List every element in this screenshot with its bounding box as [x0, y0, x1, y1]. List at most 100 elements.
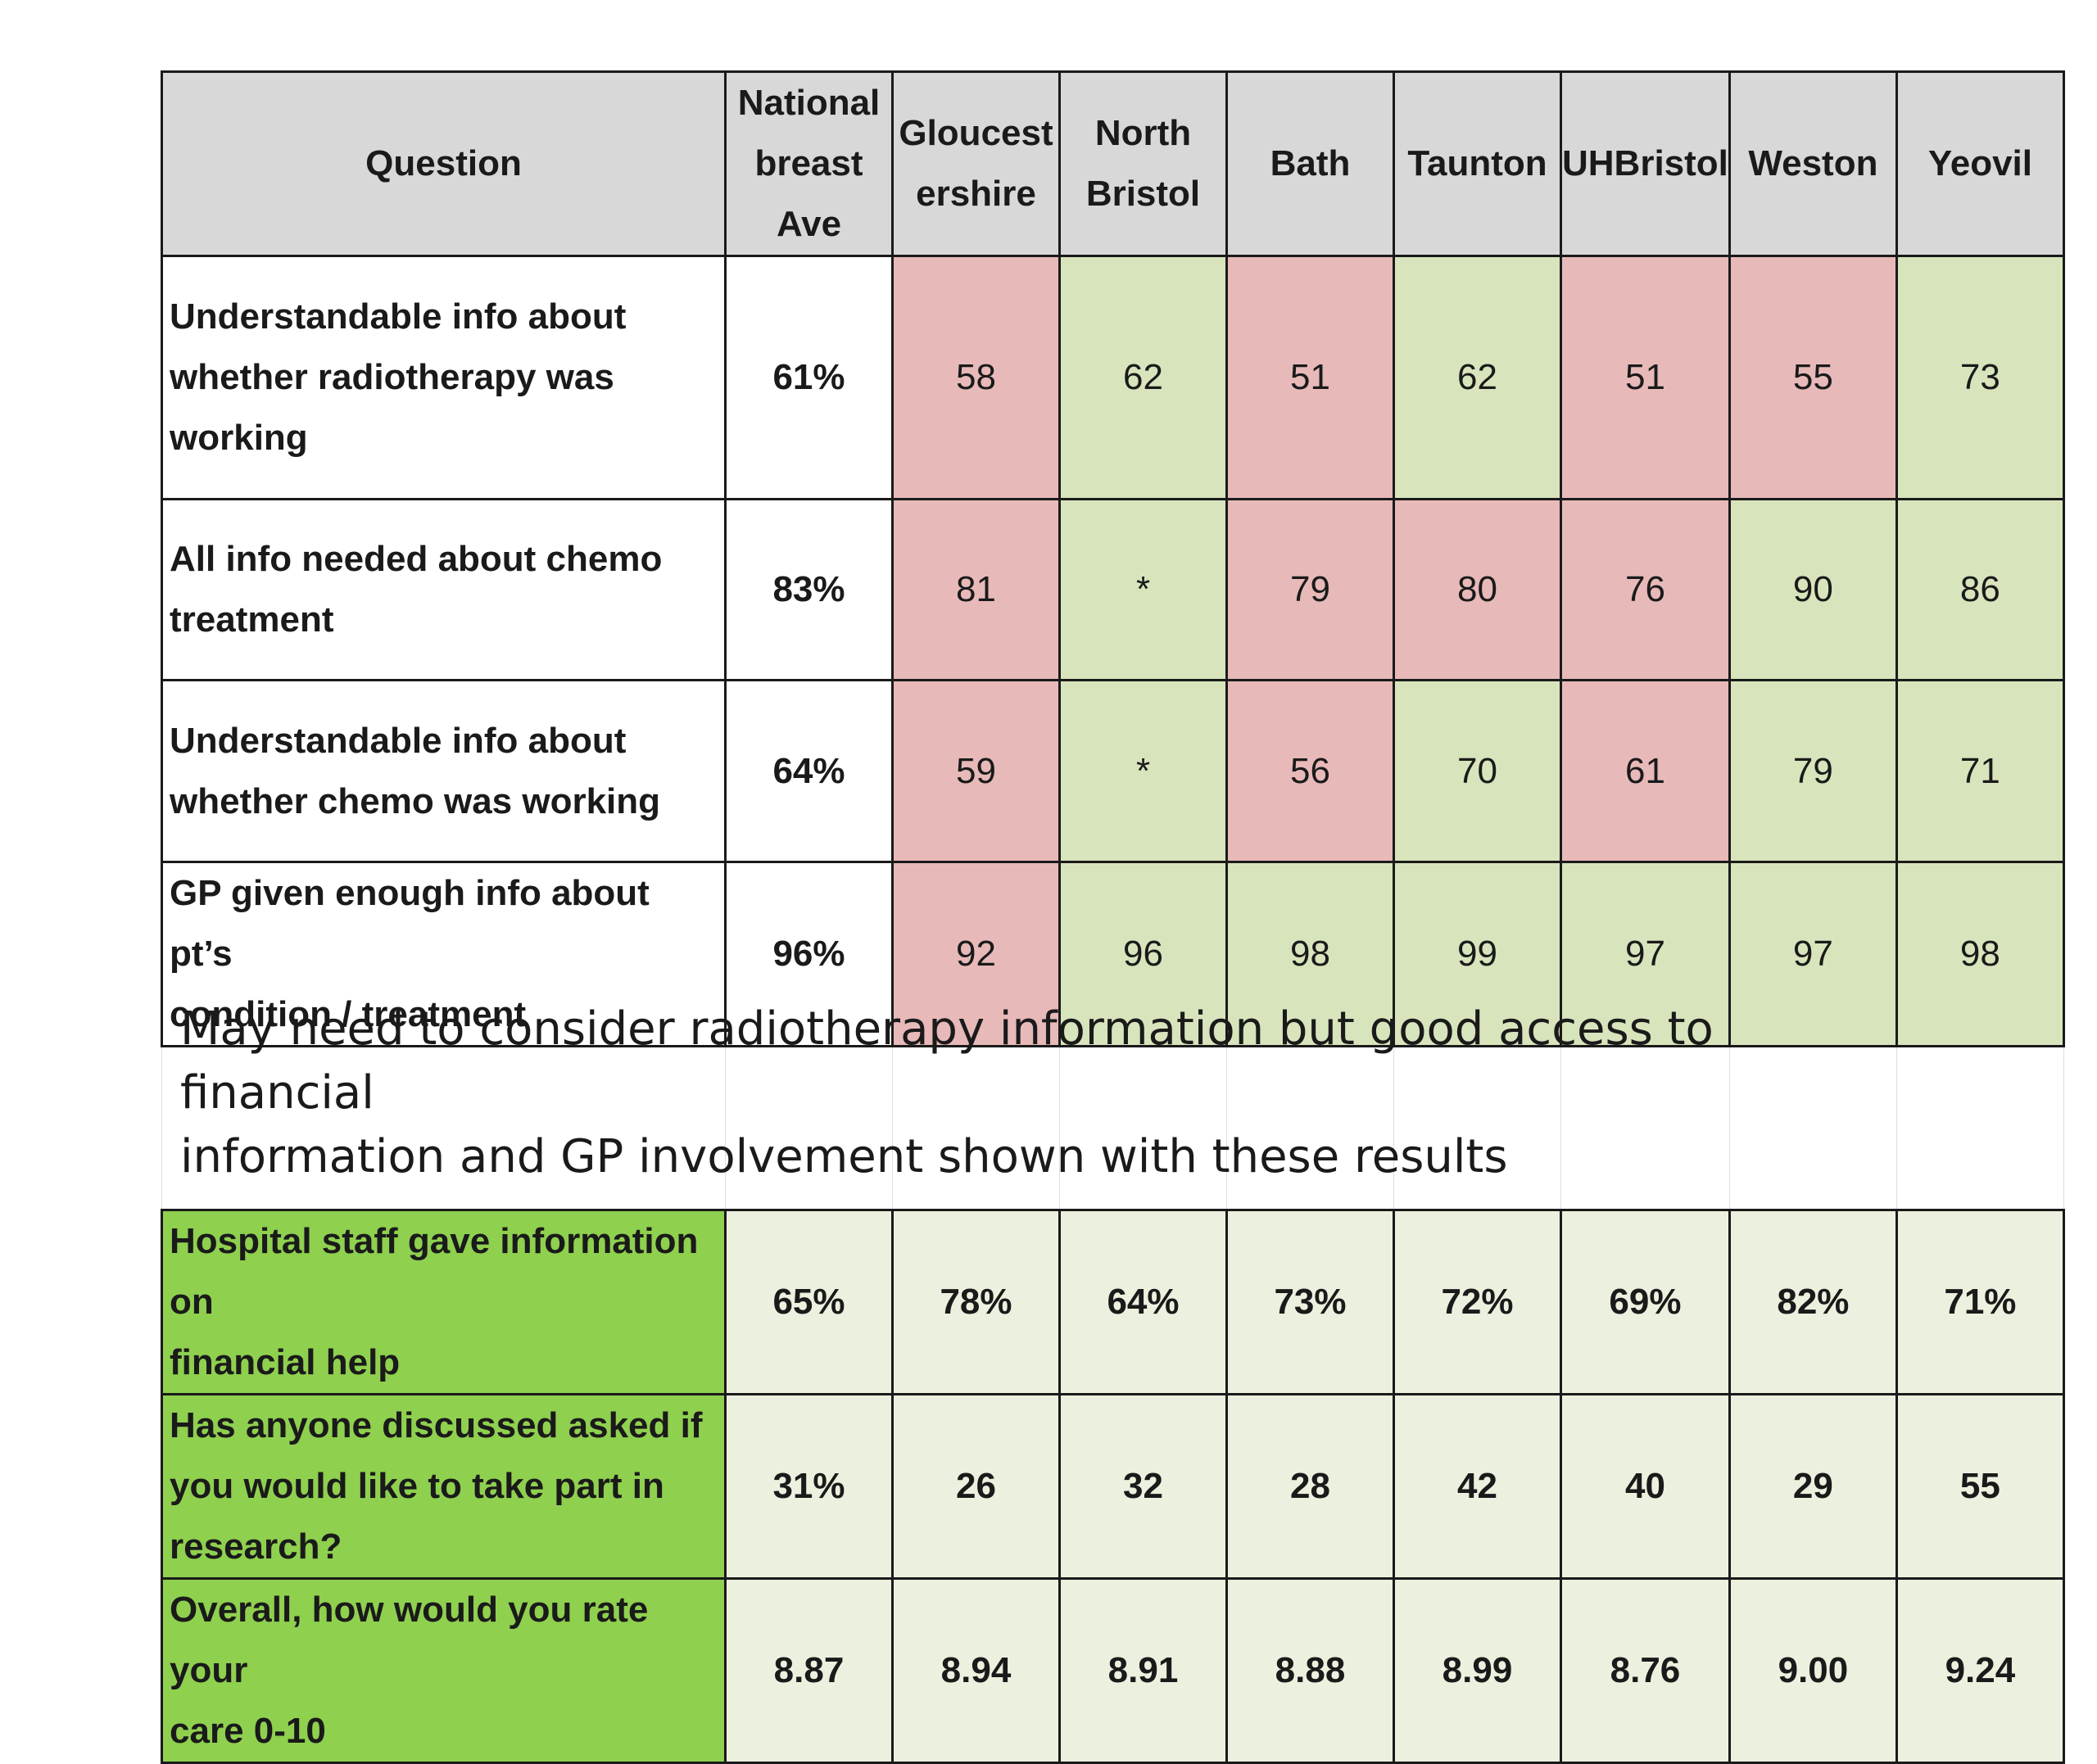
value-cell-gloucestershire: 78% [891, 1209, 1061, 1395]
value-cell-bath: 98 [1225, 861, 1395, 1047]
results-table: Question National breast Ave Gloucest ershi… [161, 70, 2065, 1764]
table-row: GP given enough info about pt’s condition… [161, 861, 2065, 1047]
value-cell-taunton: 99 [1393, 861, 1562, 1047]
question-line: Overall, how would you rate your [170, 1590, 649, 1690]
question-line: care 0-10 [170, 1711, 326, 1751]
value-cell-bath: 79 [1225, 498, 1395, 681]
value-cell-gloucestershire: 92 [891, 861, 1061, 1047]
value-cell-taunton: 72% [1393, 1209, 1562, 1395]
value-cell-yeovil: 55 [1895, 1393, 2065, 1580]
value-cell-north-bristol: 64% [1058, 1209, 1228, 1395]
question-line: treatment [170, 599, 334, 640]
question-line: Hospital staff gave information on [170, 1221, 699, 1322]
header-yeovil: Yeovil [1895, 70, 2065, 257]
table-row: Hospital staff gave information on financ… [161, 1209, 2065, 1395]
value-cell-uhbristol: 61 [1560, 679, 1731, 863]
value-cell-yeovil: 86 [1895, 498, 2065, 681]
value-cell-north-bristol: 8.91 [1058, 1577, 1228, 1764]
value-cell-yeovil: 9.24 [1895, 1577, 2065, 1764]
value-cell-weston: 29 [1728, 1393, 1898, 1580]
question-cell: GP given enough info about pt’s condition… [161, 861, 727, 1047]
question-line: financial help [170, 1342, 401, 1382]
value-cell-taunton: 8.99 [1393, 1577, 1562, 1764]
national-average-cell: 61% [724, 255, 894, 500]
value-cell-gloucestershire: 59 [891, 679, 1061, 863]
value-cell-gloucestershire: 58 [891, 255, 1061, 500]
value-cell-uhbristol: 69% [1560, 1209, 1731, 1395]
value-cell-taunton: 42 [1393, 1393, 1562, 1580]
national-average-cell: 64% [724, 679, 894, 863]
question-cell: Understandable info about whether radioth… [161, 255, 727, 500]
value-cell-yeovil: 71 [1895, 679, 2065, 863]
value-cell-weston: 79 [1728, 679, 1898, 863]
value-cell-uhbristol: 8.76 [1560, 1577, 1731, 1764]
question-line: you would like to take part in [170, 1466, 664, 1506]
national-average-cell: 83% [724, 498, 894, 681]
question-line: All info needed about chemo [170, 539, 663, 579]
question-line: whether chemo was working [170, 780, 661, 821]
value-cell-taunton: 62 [1393, 255, 1562, 500]
value-cell-bath: 8.88 [1225, 1577, 1395, 1764]
header-north-bristol: North Bristol [1058, 70, 1228, 257]
question-cell: Understandable info about whether chemo w… [161, 679, 727, 863]
value-cell-weston: 55 [1728, 255, 1898, 500]
question-line: condition / treatment [170, 994, 527, 1034]
value-cell-north-bristol: 32 [1058, 1393, 1228, 1580]
table-row: Overall, how would you rate your care 0-1… [161, 1577, 2065, 1764]
value-cell-bath: 51 [1225, 255, 1395, 500]
question-cell: Has anyone discussed asked if you would l… [161, 1393, 727, 1580]
question-line: whether radiotherapy was [170, 357, 614, 397]
note-line-2: information and GP involvement shown wit… [180, 1130, 1508, 1183]
table-row: All info needed about chemo treatment 83% 8… [161, 498, 2065, 681]
header-question: Question [161, 70, 727, 257]
national-average-cell: 31% [724, 1393, 894, 1580]
value-cell-weston: 90 [1728, 498, 1898, 681]
question-cell: Overall, how would you rate your care 0-1… [161, 1577, 727, 1764]
value-cell-north-bristol: * [1058, 679, 1228, 863]
value-cell-yeovil: 73 [1895, 255, 2065, 500]
value-cell-weston: 82% [1728, 1209, 1898, 1395]
value-cell-taunton: 80 [1393, 498, 1562, 681]
header-bath: Bath [1225, 70, 1395, 257]
value-cell-yeovil: 98 [1895, 861, 2065, 1047]
question-line: research? [170, 1527, 342, 1567]
value-cell-uhbristol: 51 [1560, 255, 1731, 500]
value-cell-weston: 9.00 [1728, 1577, 1898, 1764]
table-row: Has anyone discussed asked if you would l… [161, 1393, 2065, 1580]
value-cell-north-bristol: 96 [1058, 861, 1228, 1047]
table-row: Understandable info about whether chemo w… [161, 679, 2065, 863]
question-line: Has anyone discussed asked if [170, 1405, 703, 1445]
question-cell: All info needed about chemo treatment [161, 498, 727, 681]
value-cell-uhbristol: 97 [1560, 861, 1731, 1047]
value-cell-north-bristol: 62 [1058, 255, 1228, 500]
national-average-cell: 96% [724, 861, 894, 1047]
header-taunton: Taunton [1393, 70, 1562, 257]
question-line: working [170, 418, 308, 458]
question-line: Understandable info about [170, 296, 627, 337]
question-line: GP given enough info about pt’s [170, 873, 650, 974]
value-cell-yeovil: 71% [1895, 1209, 2065, 1395]
value-cell-bath: 56 [1225, 679, 1395, 863]
question-line: Understandable info about [170, 720, 627, 761]
national-average-cell: 8.87 [724, 1577, 894, 1764]
value-cell-gloucestershire: 8.94 [891, 1577, 1061, 1764]
value-cell-uhbristol: 76 [1560, 498, 1731, 681]
header-national: National breast Ave [724, 70, 894, 257]
value-cell-taunton: 70 [1393, 679, 1562, 863]
value-cell-weston: 97 [1728, 861, 1898, 1047]
note-line-1: May need to consider radiotherapy inform… [180, 1002, 1714, 1119]
value-cell-gloucestershire: 81 [891, 498, 1061, 681]
value-cell-bath: 73% [1225, 1209, 1395, 1395]
value-cell-uhbristol: 40 [1560, 1393, 1731, 1580]
header-uhbristol: UHBristol [1560, 70, 1731, 257]
national-average-cell: 65% [724, 1209, 894, 1395]
question-cell: Hospital staff gave information on financ… [161, 1209, 727, 1395]
header-row: Question National breast Ave Gloucest ershi… [161, 70, 2065, 257]
header-weston: Weston [1728, 70, 1898, 257]
value-cell-north-bristol: * [1058, 498, 1228, 681]
note-row [161, 1045, 2064, 1211]
note-text: May need to consider radiotherapy inform… [180, 997, 1900, 1189]
value-cell-gloucestershire: 26 [891, 1393, 1061, 1580]
value-cell-bath: 28 [1225, 1393, 1395, 1580]
table-row: Understandable info about whether radioth… [161, 255, 2065, 500]
